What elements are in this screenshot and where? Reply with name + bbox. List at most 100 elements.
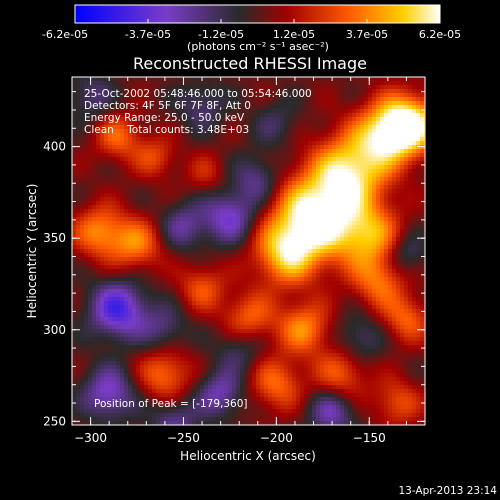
heatmap-cell [252, 97, 257, 102]
heatmap-cell [164, 297, 169, 302]
heatmap-cell [256, 141, 261, 146]
heatmap-cell [84, 269, 89, 274]
heatmap-cell [236, 269, 241, 274]
heatmap-cell [184, 285, 189, 290]
heatmap-cell [220, 109, 225, 114]
heatmap-cell [104, 157, 109, 162]
heatmap-cell [384, 197, 389, 202]
heatmap-cell [104, 77, 109, 82]
heatmap-cell [304, 93, 309, 98]
heatmap-cell [104, 257, 109, 262]
heatmap-cell [264, 289, 269, 294]
heatmap-cell [72, 157, 77, 162]
heatmap-cell [400, 237, 405, 242]
heatmap-cell [376, 105, 381, 110]
heatmap-cell [176, 173, 181, 178]
heatmap-cell [180, 137, 185, 142]
heatmap-cell [152, 265, 157, 270]
heatmap-cell [248, 269, 253, 274]
heatmap-cell [384, 213, 389, 218]
heatmap-cell [396, 209, 401, 214]
heatmap-cell [244, 265, 249, 270]
heatmap-cell [404, 149, 409, 154]
heatmap-cell [108, 265, 113, 270]
heatmap-cell [116, 241, 121, 246]
heatmap-cell [272, 97, 277, 102]
heatmap-cell [220, 181, 225, 186]
heatmap-cell [384, 77, 389, 82]
heatmap-cell [352, 101, 357, 106]
heatmap-cell [188, 117, 193, 122]
heatmap-cell [164, 97, 169, 102]
heatmap-cell [176, 105, 181, 110]
heatmap-cell [188, 253, 193, 258]
heatmap-cell [264, 237, 269, 242]
heatmap-cell [396, 185, 401, 190]
heatmap-cell [224, 249, 229, 254]
heatmap-cell [268, 129, 273, 134]
heatmap-cell [380, 233, 385, 238]
heatmap-cell [176, 97, 181, 102]
heatmap-cell [112, 153, 117, 158]
heatmap-cell [256, 269, 261, 274]
heatmap-cell [228, 261, 233, 266]
heatmap-cell [348, 269, 353, 274]
heatmap-cell [172, 177, 177, 182]
heatmap-cell [332, 225, 337, 230]
heatmap-cell [352, 93, 357, 98]
heatmap-cell [324, 277, 329, 282]
heatmap-cell [324, 213, 329, 218]
heatmap-cell [356, 161, 361, 166]
heatmap-cell [140, 165, 145, 170]
heatmap-cell [344, 157, 349, 162]
heatmap-cell [152, 137, 157, 142]
heatmap-cell [108, 261, 113, 266]
heatmap-cell [196, 97, 201, 102]
heatmap-cell [148, 117, 153, 122]
heatmap-cell [280, 269, 285, 274]
heatmap-cell [128, 177, 133, 182]
heatmap-cell [128, 285, 133, 290]
heatmap-cell [204, 105, 209, 110]
heatmap-cell [340, 277, 345, 282]
heatmap-cell [356, 157, 361, 162]
heatmap-cell [244, 153, 249, 158]
heatmap-cell [120, 121, 125, 126]
heatmap-cell [404, 229, 409, 234]
heatmap-cell [284, 221, 289, 226]
heatmap-cell [188, 129, 193, 134]
heatmap-cell [276, 149, 281, 154]
heatmap-cell [228, 121, 233, 126]
heatmap-cell [124, 209, 129, 214]
heatmap-cell [200, 201, 205, 206]
heatmap-cell [264, 233, 269, 238]
heatmap-cell [236, 221, 241, 226]
heatmap-cell [88, 273, 93, 278]
heatmap-cell [240, 85, 245, 90]
heatmap-cell [136, 253, 141, 258]
heatmap-cell [300, 165, 305, 170]
heatmap-cell [132, 265, 137, 270]
heatmap-cell [300, 237, 305, 242]
heatmap-cell [208, 161, 213, 166]
heatmap-cell [160, 161, 165, 166]
heatmap-cell [124, 105, 129, 110]
heatmap-cell [104, 297, 109, 302]
heatmap-cell [376, 217, 381, 222]
heatmap-cell [184, 261, 189, 266]
heatmap-cell [276, 289, 281, 294]
heatmap-cell [104, 185, 109, 190]
heatmap-cell [164, 189, 169, 194]
heatmap-cell [156, 141, 161, 146]
heatmap-cell [400, 201, 405, 206]
heatmap-cell [388, 113, 393, 118]
heatmap-cell [76, 233, 81, 238]
heatmap-cell [260, 205, 265, 210]
heatmap-cell [100, 153, 105, 158]
heatmap-cell [200, 221, 205, 226]
heatmap-cell [280, 121, 285, 126]
heatmap-cell [172, 161, 177, 166]
heatmap-cell [348, 233, 353, 238]
heatmap-cell [268, 173, 273, 178]
heatmap-cell [256, 137, 261, 142]
